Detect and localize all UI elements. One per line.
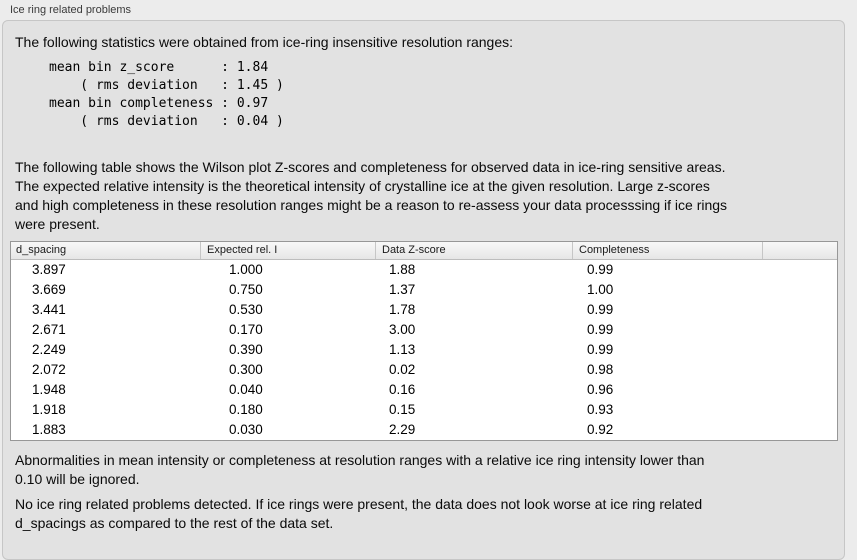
table-cell: 0.99: [587, 262, 614, 277]
table-cell-filler: [762, 360, 837, 380]
ignore-note-text: Abnormalities in mean intensity or compl…: [15, 452, 705, 487]
table-row[interactable]: 2.249 0.390 1.13 0.99: [11, 340, 837, 360]
table-cell-filler: [762, 260, 837, 280]
table-cell: 0.98: [587, 362, 614, 377]
table-row[interactable]: 2.671 0.170 3.00 0.99: [11, 320, 837, 340]
table-cell-filler: [762, 280, 837, 300]
table-cell: 0.390: [229, 342, 263, 357]
column-header-data-z-score[interactable]: Data Z-score: [375, 242, 572, 259]
table-cell: 2.249: [32, 342, 66, 357]
table-row[interactable]: 1.918 0.180 0.15 0.93: [11, 400, 837, 420]
column-header-d-spacing[interactable]: d_spacing: [16, 244, 67, 256]
table-cell: 2.29: [389, 422, 416, 437]
table-cell-filler: [762, 320, 837, 340]
table-row[interactable]: 1.883 0.030 2.29 0.92: [11, 420, 837, 440]
table-cell: 0.92: [587, 422, 614, 437]
table-cell: 0.180: [229, 402, 263, 417]
table-cell: 1.78: [389, 302, 416, 317]
table-cell: 3.669: [32, 282, 66, 297]
table-row[interactable]: 3.441 0.530 1.78 0.99: [11, 300, 837, 320]
column-header-completeness[interactable]: Completeness: [572, 242, 762, 259]
table-cell: 1.948: [32, 382, 66, 397]
table-cell: 0.15: [389, 402, 416, 417]
table-cell: 2.671: [32, 322, 66, 337]
section-title: Ice ring related problems: [10, 4, 132, 16]
conclusion-text: No ice ring related problems detected. I…: [15, 496, 703, 531]
ice-ring-table-body: 3.897 1.000 1.88 0.99 3.669 0.750 1.37 1.00 3.44…: [11, 260, 837, 440]
table-cell: 0.040: [229, 382, 263, 397]
table-cell: 2.072: [32, 362, 66, 377]
ice-ring-table: d_spacing Expected rel. I Data Z-score C…: [10, 241, 838, 441]
window-background: { "panel": { "title": "Ice ring related …: [2, 4, 845, 560]
table-row[interactable]: 2.072 0.300 0.02 0.98: [11, 360, 837, 380]
column-header-expected-rel-i[interactable]: Expected rel. I: [200, 242, 375, 259]
table-cell: 0.16: [389, 382, 416, 397]
table-cell: 1.000: [229, 262, 263, 277]
table-cell: 0.750: [229, 282, 263, 297]
table-row[interactable]: 3.897 1.000 1.88 0.99: [11, 260, 837, 280]
table-cell: 3.441: [32, 302, 66, 317]
table-cell: 0.030: [229, 422, 263, 437]
table-cell: 3.897: [32, 262, 66, 277]
table-cell-filler: [762, 340, 837, 360]
table-cell: 0.530: [229, 302, 263, 317]
table-cell: 0.99: [587, 302, 614, 317]
table-cell: 0.93: [587, 402, 614, 417]
table-intro-text: The following table shows the Wilson plo…: [15, 159, 728, 232]
table-cell: 0.99: [587, 342, 614, 357]
table-cell-filler: [762, 380, 837, 400]
table-cell-filler: [762, 400, 837, 420]
table-cell: 0.300: [229, 362, 263, 377]
stats-block: mean bin z_score : 1.84 ( rms deviation …: [49, 60, 284, 129]
table-cell: 1.883: [32, 422, 66, 437]
table-cell-filler: [762, 300, 837, 320]
table-cell: 1.00: [587, 282, 614, 297]
table-header-filler: [762, 242, 837, 259]
table-cell: 1.88: [389, 262, 416, 277]
table-cell-filler: [762, 420, 837, 440]
table-row[interactable]: 3.669 0.750 1.37 1.00: [11, 280, 837, 300]
table-cell: 3.00: [389, 322, 416, 337]
table-cell: 0.02: [389, 362, 416, 377]
table-cell: 1.918: [32, 402, 66, 417]
table-cell: 1.37: [389, 282, 416, 297]
table-header: d_spacing Expected rel. I Data Z-score C…: [11, 242, 837, 260]
intro-text: The following statistics were obtained f…: [15, 34, 514, 50]
table-cell: 1.13: [389, 342, 416, 357]
table-cell: 0.170: [229, 322, 263, 337]
table-cell: 0.96: [587, 382, 614, 397]
ice-ring-panel: The following statistics were obtained f…: [2, 20, 845, 560]
table-row[interactable]: 1.948 0.040 0.16 0.96: [11, 380, 837, 400]
table-cell: 0.99: [587, 322, 614, 337]
